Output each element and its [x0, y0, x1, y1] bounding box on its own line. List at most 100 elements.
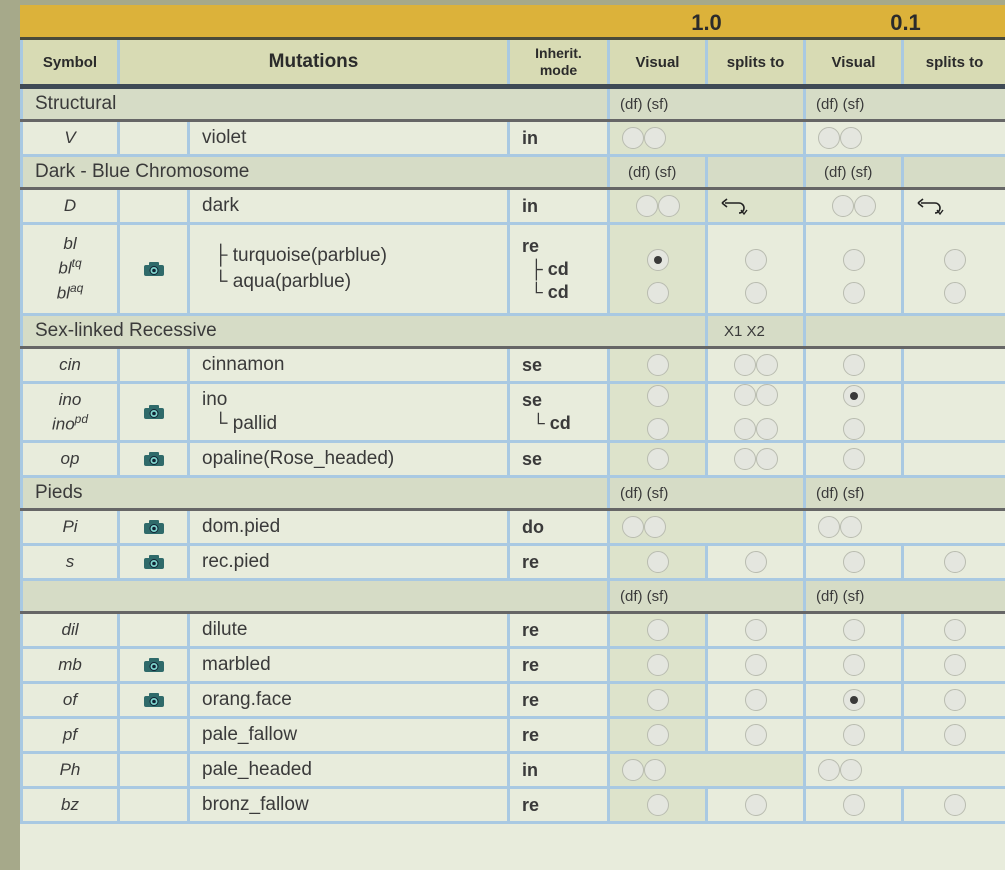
radio-df[interactable]: [831, 194, 854, 217]
camera-icon[interactable]: [143, 451, 165, 467]
radio[interactable]: [744, 723, 767, 746]
branch-mark: └: [214, 271, 228, 292]
radio[interactable]: [646, 793, 669, 816]
symbol-sup: tq: [71, 256, 82, 271]
radio-ino[interactable]: [842, 384, 865, 407]
dfsf-label: (df) (sf): [607, 154, 708, 190]
radio[interactable]: [646, 353, 669, 376]
radio-df[interactable]: [622, 515, 644, 538]
radio[interactable]: [744, 550, 767, 573]
camera-icon[interactable]: [143, 404, 165, 420]
visual-cell-year2: [803, 222, 904, 316]
camera-icon[interactable]: [143, 554, 165, 570]
radio[interactable]: [842, 618, 865, 641]
table-row-opaline: op opaline(Rose_headed) se: [20, 440, 1005, 478]
radio-sf[interactable]: [853, 194, 876, 217]
radio[interactable]: [646, 653, 669, 676]
radio-pallid[interactable]: [842, 417, 865, 440]
radio-sf[interactable]: [657, 194, 680, 217]
radio-df[interactable]: [622, 126, 644, 149]
radio-df[interactable]: [818, 126, 840, 149]
radio-sf[interactable]: [644, 515, 666, 538]
table-row-pale-headed: Ph pale_headed in: [20, 751, 1005, 789]
radio-df[interactable]: [818, 758, 840, 781]
radio-ino[interactable]: [646, 384, 669, 407]
visual-cell-year1: [607, 187, 708, 225]
camera-icon[interactable]: [143, 519, 165, 535]
symbol-inopd: inopd: [23, 412, 117, 435]
radio-x1[interactable]: [733, 447, 756, 470]
radio[interactable]: [842, 723, 865, 746]
radio[interactable]: [943, 723, 966, 746]
link-icon[interactable]: [720, 195, 750, 217]
radio-sf[interactable]: [644, 758, 666, 781]
radio[interactable]: [842, 793, 865, 816]
link-icon[interactable]: [916, 195, 946, 217]
radio-turquoise[interactable]: [943, 248, 966, 271]
radio-aqua[interactable]: [842, 281, 865, 304]
radio[interactable]: [744, 688, 767, 711]
radio-sf[interactable]: [840, 515, 862, 538]
radio[interactable]: [842, 353, 865, 376]
inherit-label: cd: [547, 258, 569, 279]
photo-cell: [117, 346, 190, 384]
radio-x1[interactable]: [733, 417, 756, 440]
radio-turquoise[interactable]: [744, 248, 767, 271]
radio-turquoise[interactable]: [842, 248, 865, 271]
radio-df[interactable]: [635, 194, 658, 217]
radio[interactable]: [842, 447, 865, 470]
radio[interactable]: [943, 550, 966, 573]
radio-aqua[interactable]: [744, 281, 767, 304]
radio-df[interactable]: [622, 758, 644, 781]
branch-mark: └: [214, 413, 228, 434]
radio[interactable]: [842, 653, 865, 676]
visual-cell-year2: [803, 751, 1005, 789]
camera-icon[interactable]: [143, 657, 165, 673]
radio[interactable]: [646, 723, 669, 746]
splits-cell-year1: [705, 543, 806, 581]
radio[interactable]: [943, 653, 966, 676]
radio-sf[interactable]: [840, 126, 862, 149]
radio-x1[interactable]: [733, 353, 756, 376]
radio[interactable]: [646, 550, 669, 573]
radio[interactable]: [943, 618, 966, 641]
radio-x2[interactable]: [755, 447, 778, 470]
radio-x2[interactable]: [755, 384, 778, 407]
radio-x1[interactable]: [733, 384, 756, 407]
radio[interactable]: [646, 447, 669, 470]
symbol-bltq: bltq: [23, 256, 117, 279]
radio[interactable]: [842, 688, 865, 711]
radio[interactable]: [646, 618, 669, 641]
visual-cell-year2: [803, 611, 904, 649]
radio-turquoise[interactable]: [646, 248, 669, 271]
radio-x2[interactable]: [755, 353, 778, 376]
radio-sf[interactable]: [644, 126, 666, 149]
radio[interactable]: [646, 688, 669, 711]
inherit-mode: re: [507, 681, 610, 719]
radio[interactable]: [943, 793, 966, 816]
radio[interactable]: [744, 793, 767, 816]
inherit-header: Inherit. mode: [507, 37, 610, 89]
dfsf-label: (df) (sf): [607, 578, 806, 614]
inherit-mode: in: [507, 187, 610, 225]
radio[interactable]: [744, 618, 767, 641]
camera-icon[interactable]: [143, 261, 165, 277]
camera-icon[interactable]: [143, 692, 165, 708]
symbol-ino: ino: [58, 389, 82, 409]
radio-pallid[interactable]: [646, 417, 669, 440]
symbol-cell: pf: [20, 716, 120, 754]
branch-mark: ├: [214, 245, 228, 266]
radio[interactable]: [744, 653, 767, 676]
mutation-name: ├ turquoise(parblue) └ aqua(parblue): [187, 222, 510, 316]
visual-cell-year1: [607, 751, 806, 789]
radio[interactable]: [943, 688, 966, 711]
radio-sf[interactable]: [840, 758, 862, 781]
dfsf-label: (df) (sf): [803, 578, 1005, 614]
dfsf-label: (df) (sf): [607, 85, 806, 122]
radio-aqua[interactable]: [646, 281, 669, 304]
branch-mark: ├: [530, 258, 543, 279]
radio-x2[interactable]: [755, 417, 778, 440]
radio-df[interactable]: [818, 515, 840, 538]
radio[interactable]: [842, 550, 865, 573]
radio-aqua[interactable]: [943, 281, 966, 304]
